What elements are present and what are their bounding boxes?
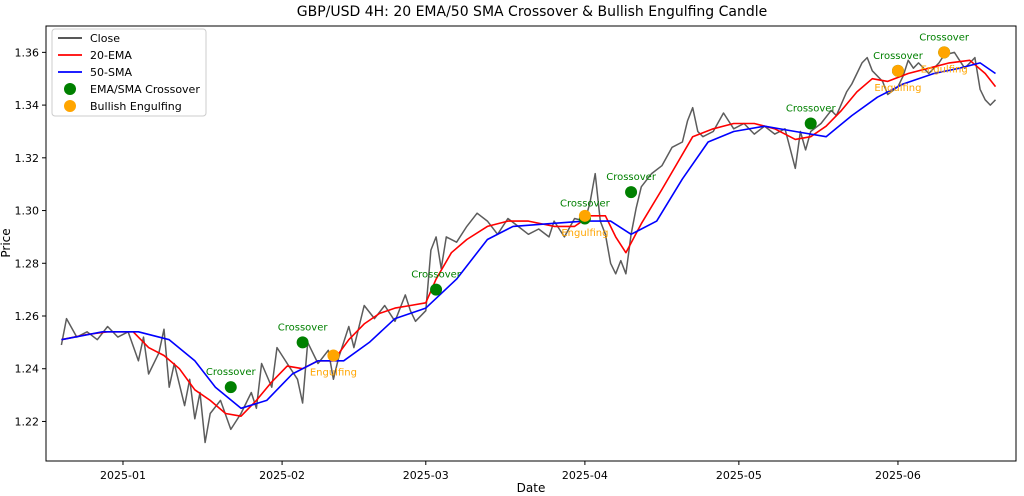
- marker-label-bullish-engulfing: Engulfing: [310, 368, 357, 379]
- legend-label: Close: [90, 32, 120, 45]
- marker-label-ema-sma-crossover: Crossover: [411, 270, 462, 281]
- series-line-20-ema: [61, 59, 997, 417]
- plot-area-frame: [45, 25, 1017, 462]
- marker-label-ema-sma-crossover: Crossover: [278, 322, 329, 333]
- marker-label-bullish-engulfing: Engulfing: [921, 64, 968, 75]
- marker-ema-sma-crossover: [430, 283, 443, 296]
- x-tick-label: 2025-05: [716, 469, 762, 482]
- y-tick-label: 1.36: [15, 46, 40, 59]
- marker-label-ema-sma-crossover: Crossover: [919, 32, 970, 43]
- legend-swatch-dot: [64, 83, 76, 95]
- marker-bullish-engulfing: [327, 349, 340, 362]
- legend-label: Bullish Engulfing: [90, 100, 182, 113]
- marker-label-ema-sma-crossover: Crossover: [606, 172, 657, 183]
- marker-ema-sma-crossover: [224, 381, 237, 394]
- x-tick-label: 2025-02: [259, 469, 305, 482]
- legend: Close 20-EMA 50-SMA EMA/SMA Crossover Bullis…: [51, 28, 207, 117]
- x-tick-label: 2025-01: [100, 469, 146, 482]
- y-tick-label: 1.34: [15, 99, 40, 112]
- y-axis-label: Price: [0, 228, 13, 257]
- legend-label: 50-SMA: [90, 66, 132, 79]
- legend-label: EMA/SMA Crossover: [90, 83, 200, 96]
- x-axis-label: Date: [517, 481, 546, 495]
- marker-label-ema-sma-crossover: Crossover: [206, 367, 257, 378]
- marker-ema-sma-crossover: [625, 186, 638, 199]
- marker-label-ema-sma-crossover: Crossover: [560, 198, 611, 209]
- y-tick-label: 1.30: [15, 205, 40, 218]
- y-tick-label: 1.22: [15, 415, 40, 428]
- marker-ema-sma-crossover: [296, 336, 309, 349]
- marker-label-bullish-engulfing: Engulfing: [561, 228, 608, 239]
- x-tick-label: 2025-03: [403, 469, 449, 482]
- marker-label-bullish-engulfing: Engulfing: [874, 83, 921, 94]
- y-tick-label: 1.26: [15, 310, 40, 323]
- y-tick-label: 1.32: [15, 152, 40, 165]
- series-line-close: [60, 51, 997, 444]
- legend-box: [51, 28, 207, 117]
- y-tick-label: 1.28: [15, 257, 40, 270]
- marker-label-ema-sma-crossover: Crossover: [786, 104, 837, 115]
- marker-label-ema-sma-crossover: Crossover: [873, 51, 924, 62]
- x-tick-label: 2025-04: [562, 469, 608, 482]
- marker-bullish-engulfing: [938, 46, 951, 59]
- legend-label: 20-EMA: [90, 49, 132, 62]
- x-tick-label: 2025-06: [875, 469, 921, 482]
- chart-title: GBP/USD 4H: 20 EMA/50 SMA Crossover & Bu…: [297, 4, 768, 20]
- legend-swatch-dot: [64, 100, 76, 112]
- y-tick-label: 1.24: [15, 363, 40, 376]
- series-line-50-sma: [61, 62, 996, 410]
- marker-bullish-engulfing: [578, 209, 591, 222]
- marker-bullish-engulfing: [891, 64, 904, 77]
- marker-ema-sma-crossover: [804, 117, 817, 130]
